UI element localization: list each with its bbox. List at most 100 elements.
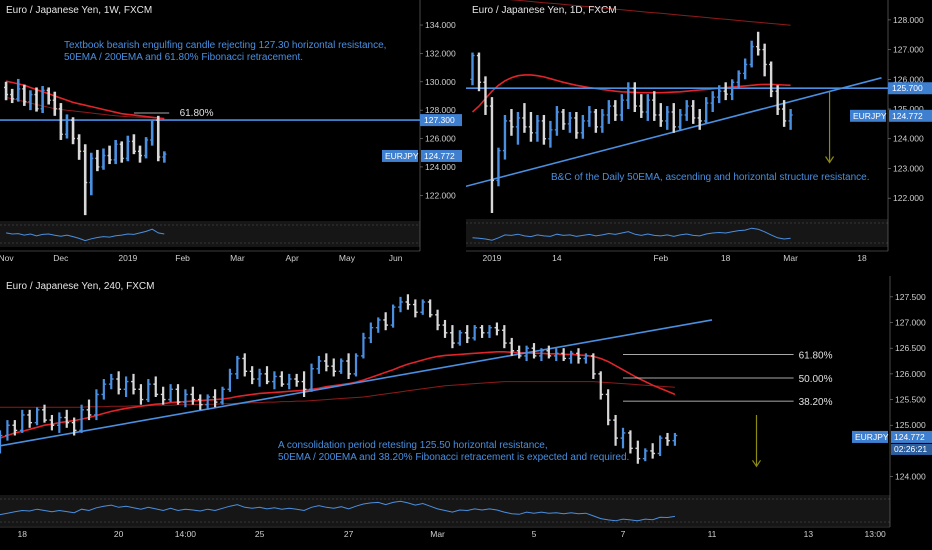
ohlc-bar (580, 114, 585, 139)
ohlc-bar (749, 40, 754, 68)
ohlc-bar (684, 100, 689, 121)
ohlc-bar (398, 296, 403, 313)
ohlc-bar (27, 409, 33, 428)
ohlc-bar (52, 91, 57, 116)
ohlc-bar (782, 100, 787, 127)
y-tick-label: 126.000 (893, 74, 924, 84)
ohlc-bar (672, 432, 678, 446)
ohlc-bar (494, 322, 500, 336)
ohlc-bar (16, 78, 21, 102)
ohlc-bar (131, 373, 136, 395)
ohlc-bar (736, 70, 741, 89)
countdown-label: 02:26:21 (894, 444, 927, 454)
ohlc-bar (576, 348, 581, 364)
ohlc-bar (524, 345, 529, 362)
ohlc-bar (665, 106, 670, 130)
current-price-label: 124.772 (894, 432, 925, 442)
weekly-chart-svg[interactable]: 134.000 132.000 130.000 128.000 126.000 124.0… (0, 0, 462, 270)
ohlc-bar (509, 337, 515, 356)
ohlc-bar (160, 386, 166, 405)
ohlc-bar (427, 299, 433, 318)
ohlc-bar (12, 420, 18, 436)
ohlc-bar (613, 414, 618, 446)
x-tick-label: 2019 (118, 253, 137, 263)
x-tick-label: Nov (0, 253, 14, 263)
ohlc-bar (420, 299, 426, 315)
weekly-annotation-line-1: Textbook bearish engulfing candle reject… (64, 40, 387, 51)
ohlc-bar (554, 106, 559, 136)
ohlc-bar (46, 87, 51, 105)
ohlc-bar (28, 90, 33, 111)
ohlc-bar (58, 103, 63, 140)
x-tick-label: Dec (53, 253, 69, 263)
ohlc-bar (138, 145, 142, 163)
ohlc-bar (79, 404, 84, 433)
ohlc-bar (546, 345, 552, 359)
ohlc-bar (632, 82, 637, 112)
ohlc-bar (64, 409, 70, 428)
resistance-price-tag (888, 82, 932, 95)
y-tick-label: 128.000 (893, 15, 924, 25)
ohlc-bar (762, 43, 767, 77)
oscillator-line (6, 228, 165, 242)
ohlc-bar (83, 144, 88, 216)
ohlc-bar (390, 304, 396, 328)
ohlc-bar (162, 151, 167, 163)
y-tick-label: 134.000 (425, 20, 456, 30)
ohlc-bar (294, 373, 300, 387)
fib-label: 38.20% (799, 397, 833, 408)
x-tick-label: 25 (255, 529, 265, 539)
ohlc-bar (64, 114, 69, 139)
current-price-label: 124.772 (424, 151, 455, 161)
ohlc-bar (279, 371, 285, 387)
daily-chart-svg[interactable]: 128.000 127.000 126.000 125.000 124.000 123.0… (466, 0, 932, 270)
ohlc-bar (405, 294, 411, 310)
ohlc-bar (613, 100, 618, 121)
y-tick-label: 122.000 (425, 190, 456, 200)
y-tick-label: 126.000 (895, 369, 926, 379)
ohlc-bar (108, 373, 114, 390)
ohlc-bar (301, 371, 307, 397)
oscillator-pane (466, 219, 888, 247)
ohlc-bar (227, 368, 233, 392)
ohlc-bar (730, 79, 735, 101)
y-tick-label: 132.000 (425, 48, 456, 58)
ohlc-bar (101, 148, 106, 170)
weekly-chart-panel[interactable]: 134.000 132.000 130.000 128.000 126.000 124.0… (0, 0, 462, 270)
ohlc-bar (156, 115, 161, 162)
y-tick-label: 127.500 (895, 292, 926, 302)
ohlc-bar (412, 299, 418, 318)
h4-annotation-line-2: 50EMA / 200EMA and 38.20% Fibonacci retr… (278, 452, 630, 463)
h4-annotation-line-1: A consolidation period retesting 125.50 … (278, 440, 548, 451)
ohlc-bar (639, 94, 644, 118)
ohlc-bar (652, 91, 657, 121)
ohlc-bar (583, 353, 589, 364)
h4-chart-panel[interactable]: 127.500 127.000 126.500 126.000 125.500 125.0… (0, 276, 932, 550)
x-tick-label: 2019 (483, 253, 502, 263)
fib-label: 50.00% (799, 374, 833, 385)
ohlc-bar (645, 94, 650, 121)
ohlc-bar (71, 417, 77, 436)
ohlc-bar (665, 432, 670, 446)
ohlc-bar (331, 358, 337, 377)
daily-chart-title: Euro / Japanese Yen, 1D, FXCM (472, 5, 617, 16)
ohlc-bar (464, 325, 470, 344)
countdown-tag (891, 443, 932, 455)
y-tick-label: 125.000 (895, 420, 926, 430)
ohlc-bar (626, 82, 631, 110)
ema50-line (471, 74, 791, 113)
y-tick-label: 128.000 (425, 105, 456, 115)
ohlc-bar (470, 52, 475, 86)
ohlc-bar (769, 61, 774, 98)
ohlc-bar (0, 430, 3, 454)
ohlc-bar (620, 427, 626, 449)
ema200-line (0, 381, 675, 408)
ohlc-bar (435, 309, 440, 331)
daily-chart-panel[interactable]: 128.000 127.000 126.000 125.000 124.000 123.0… (466, 0, 932, 270)
h4-chart-svg[interactable]: 127.500 127.000 126.500 126.000 125.500 125.0… (0, 276, 932, 550)
ohlc-bar (548, 120, 553, 148)
ohlc-bar (457, 330, 463, 346)
weekly-chart-title: Euro / Japanese Yen, 1W, FXCM (6, 5, 153, 16)
ohlc-bar (34, 407, 40, 426)
ohlc-bar (368, 322, 374, 344)
